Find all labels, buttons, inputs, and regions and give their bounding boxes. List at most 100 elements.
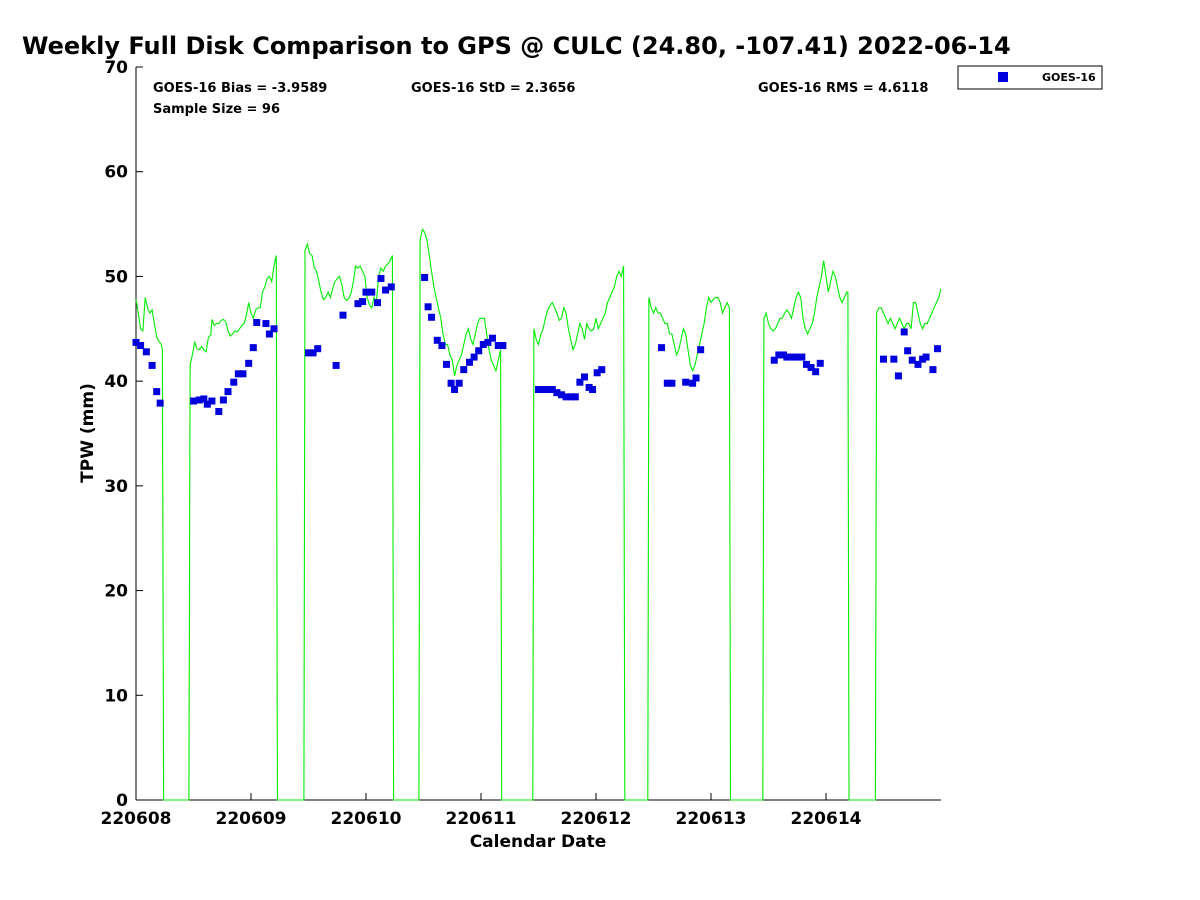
goes16-point xyxy=(576,378,584,386)
goes16-point xyxy=(880,355,887,363)
y-axis-ticks: 0 10 20 30 40 50 60 70 xyxy=(104,58,143,811)
sample-size-stat: Sample Size = 96 xyxy=(153,102,280,117)
goes16-point xyxy=(382,286,390,294)
rms-stat: GOES-16 RMS = 4.6118 xyxy=(758,81,928,96)
goes16-point xyxy=(470,353,478,361)
x-tick-label: 220613 xyxy=(676,809,747,829)
goes16-point xyxy=(890,355,898,363)
goes16-point xyxy=(499,342,507,350)
goes16-point xyxy=(332,361,340,369)
x-tick-label: 220614 xyxy=(791,809,862,829)
goes16-point xyxy=(789,353,797,361)
goes16-point xyxy=(424,303,432,311)
x-tick-label: 220612 xyxy=(561,809,632,829)
y-tick-label: 0 xyxy=(116,791,128,811)
y-tick-label: 70 xyxy=(104,58,128,78)
goes16-point xyxy=(479,340,487,348)
goes16-point xyxy=(230,378,238,386)
goes16-point xyxy=(265,330,273,338)
goes16-point xyxy=(658,344,666,352)
goes16-point xyxy=(219,396,227,404)
goes16-point xyxy=(589,386,597,394)
goes16-point xyxy=(208,397,216,405)
goes16-point xyxy=(433,336,441,344)
goes16-point xyxy=(466,358,473,366)
y-tick-label: 10 xyxy=(104,686,128,706)
goes16-point xyxy=(359,298,367,306)
y-tick-label: 60 xyxy=(104,163,128,183)
goes16-point xyxy=(460,366,468,374)
goes16-point xyxy=(451,386,459,394)
goes16-point xyxy=(368,288,376,296)
goes16-point xyxy=(377,275,385,283)
goes16-point xyxy=(455,379,463,387)
goes16-point xyxy=(224,388,232,396)
y-axis-label: TPW (mm) xyxy=(78,383,98,483)
goes16-point xyxy=(581,373,588,381)
y-tick-label: 50 xyxy=(104,267,128,287)
plot-area xyxy=(135,67,941,801)
goes16-point xyxy=(900,328,908,336)
std-stat: GOES-16 StD = 2.3656 xyxy=(411,81,575,96)
y-tick-label: 40 xyxy=(104,372,128,392)
legend-label: GOES-16 xyxy=(1042,71,1096,84)
goes16-point xyxy=(908,356,916,364)
goes16-point xyxy=(200,395,208,403)
goes16-point xyxy=(148,361,156,369)
goes16-point xyxy=(802,360,810,368)
goes16-point xyxy=(571,393,579,401)
goes16-point xyxy=(548,386,556,394)
goes16-point xyxy=(553,389,561,397)
goes16-point xyxy=(305,349,312,357)
goes16-point xyxy=(904,347,912,355)
goes16-point xyxy=(598,366,606,374)
goes16-point xyxy=(195,396,203,404)
goes16-point xyxy=(421,273,429,281)
goes16-point xyxy=(484,338,492,346)
x-tick-label: 220608 xyxy=(101,809,172,829)
legend-box xyxy=(957,65,1103,90)
goes16-point xyxy=(374,299,381,307)
goes16-point xyxy=(447,379,455,387)
goes16-point xyxy=(362,288,370,296)
goes16-point xyxy=(689,379,697,387)
goes16-point xyxy=(593,369,601,377)
legend-marker xyxy=(998,72,1008,82)
goes16-point xyxy=(239,370,247,378)
goes16-point xyxy=(922,353,930,361)
x-axis-ticks: 220608 220609 220610 220611 220612 220613 2206… xyxy=(101,793,862,829)
goes16-point xyxy=(132,338,140,346)
x-axis-label: Calendar Date xyxy=(470,832,607,852)
goes16-point xyxy=(692,374,700,382)
goes16-point xyxy=(309,349,317,357)
x-tick-label: 220611 xyxy=(446,809,517,829)
goes16-point xyxy=(142,348,150,356)
goes16-point xyxy=(354,300,362,308)
y-tick-label: 20 xyxy=(104,582,128,602)
goes16-point xyxy=(914,360,922,368)
goes16-point xyxy=(314,345,322,353)
goes16-point xyxy=(894,372,902,380)
bias-stat: GOES-16 Bias = -3.9589 xyxy=(153,81,327,96)
goes16-point xyxy=(668,379,676,387)
goes16-point xyxy=(428,313,436,321)
goes16-point xyxy=(203,400,211,408)
x-tick-label: 220609 xyxy=(216,809,287,829)
goes16-point xyxy=(807,364,815,372)
goes16-point xyxy=(387,283,395,291)
goes16-point xyxy=(562,393,570,401)
goes16-point xyxy=(494,342,502,350)
goes16-point xyxy=(929,366,937,374)
goes16-point xyxy=(816,359,824,367)
chart-title: Weekly Full Disk Comparison to GPS @ CUL… xyxy=(22,32,1011,60)
goes16-point xyxy=(663,379,671,387)
legend: GOES-16 xyxy=(957,65,1103,90)
goes16-point xyxy=(153,388,161,396)
goes16-point xyxy=(234,370,242,378)
y-tick-label: 30 xyxy=(104,477,128,497)
goes16-point xyxy=(249,344,257,352)
series-layer xyxy=(132,227,942,801)
goes16-point xyxy=(812,368,820,376)
goes16-point xyxy=(438,342,446,350)
